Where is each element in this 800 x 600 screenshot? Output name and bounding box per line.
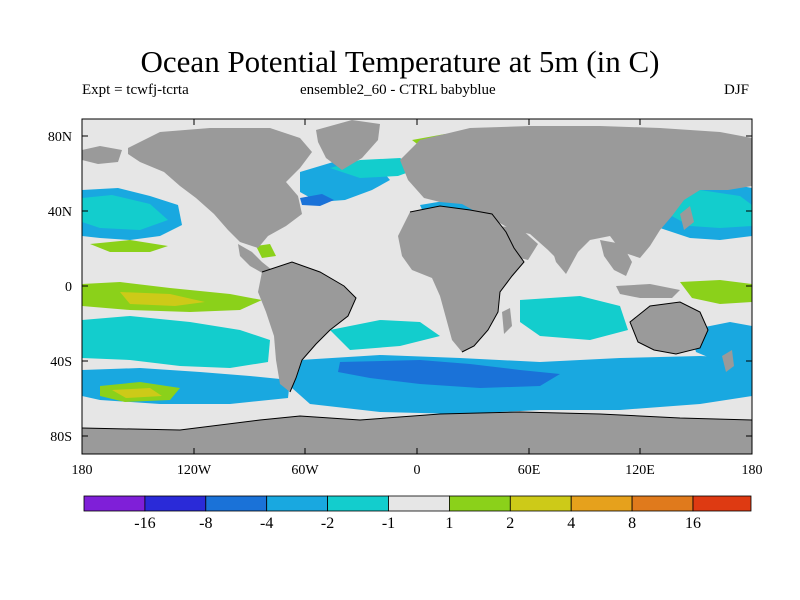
land-india: [548, 236, 578, 274]
anomaly-patches: [82, 158, 752, 414]
colorbar-label: -1: [382, 515, 395, 532]
lon-tick-label: 180: [742, 463, 763, 478]
lat-tick-label: 0: [65, 280, 72, 295]
colorbar-label: 2: [506, 515, 514, 532]
cool-patch-indian-ocean: [520, 296, 628, 340]
colorbar-swatch: [266, 495, 329, 512]
colorbar-label: -8: [199, 515, 212, 532]
colorbar-labels: -16 -8 -4 -2 -1 1 2 4 8 16: [134, 515, 701, 532]
land-new-zealand: [722, 350, 734, 372]
warm-patch-equatorial-pacific-core: [120, 292, 205, 306]
lon-tick-label: 60W: [291, 463, 319, 478]
cool-patch-southern-ocean-dark: [338, 360, 560, 388]
lat-tick-label: 80N: [48, 130, 72, 145]
land-antarctica: [82, 412, 752, 454]
land-eurasia: [400, 126, 752, 262]
colorbar-label: -16: [134, 515, 155, 532]
lon-tick-label: 120W: [177, 463, 212, 478]
lon-tick-labels: 180 120W 60W 0 60E 120E 180: [72, 463, 763, 478]
colorbar-label: -4: [260, 515, 273, 532]
lon-tick-marks: [193, 119, 641, 454]
land-australia: [630, 302, 708, 354]
cool-patch-north-pacific-light: [82, 195, 168, 230]
colorbar-swatch: [83, 495, 146, 512]
lon-tick-label: 180: [72, 463, 93, 478]
colorbar-swatch: [509, 495, 572, 512]
colorbar-swatch: [448, 495, 511, 512]
lat-tick-labels: 80N 40N 0 40S 80S: [48, 130, 72, 445]
colorbar-label: 8: [628, 515, 636, 532]
cool-patch-gulf-stream: [300, 194, 334, 206]
lat-tick-marks: [82, 135, 752, 437]
warm-patch-west-pacific: [680, 280, 752, 304]
cool-patch-south-pacific: [82, 316, 270, 368]
map-panel: [82, 119, 752, 454]
land-japan: [680, 206, 694, 230]
land-north-america: [128, 128, 312, 248]
warm-patch-south-pacific-core: [112, 388, 162, 398]
coastlines: [82, 205, 752, 431]
colorbar-swatch: [205, 495, 268, 512]
lat-tick-label: 80S: [50, 430, 72, 445]
colorbar-swatch: [692, 495, 752, 512]
experiment-label: Expt = tcwfj-tcrta: [82, 82, 189, 98]
colorbar-swatch: [388, 495, 450, 512]
land-arabia: [498, 226, 538, 260]
colorbar-label: -2: [321, 515, 334, 532]
land-madagascar: [502, 308, 512, 334]
colorbar-swatch: [631, 495, 694, 512]
land-greenland: [316, 120, 380, 170]
colorbar: -16 -8 -4 -2 -1 1 2 4 8 16: [83, 495, 752, 532]
lon-tick-label: 60E: [518, 463, 541, 478]
colorbar-label: 1: [445, 515, 453, 532]
lon-tick-label: 120E: [625, 463, 655, 478]
colorbar-swatch: [570, 495, 633, 512]
land-central-america: [238, 244, 272, 274]
land-africa: [398, 206, 524, 352]
lon-tick-label: 0: [414, 463, 421, 478]
colorbar-swatches: [83, 495, 752, 512]
coast-australia: [629, 301, 709, 355]
coast-africa: [409, 205, 525, 353]
coast-antarctica: [82, 411, 752, 431]
cool-patch-south-atlantic: [330, 320, 440, 350]
plot-title: Ocean Potential Temperature at 5m (in C): [140, 44, 660, 79]
colorbar-label: 16: [685, 515, 701, 532]
season-label: DJF: [724, 82, 750, 98]
warm-patch-caribbean: [256, 244, 276, 258]
ensemble-label: ensemble2_60 - CTRL babyblue: [300, 82, 496, 98]
land-indonesia: [616, 284, 680, 298]
colorbar-label: 4: [567, 515, 575, 532]
warm-patch-north-pacific: [90, 240, 168, 252]
land-masses: [82, 120, 752, 454]
colorbar-swatch: [327, 495, 389, 512]
land-south-america: [258, 262, 356, 392]
colorbar-swatch: [144, 495, 207, 512]
land-southeast-asia: [600, 240, 632, 276]
land-alaska-siberia-ne: [82, 146, 122, 164]
warm-patches: [82, 134, 752, 402]
lat-tick-label: 40N: [48, 205, 72, 220]
coast-south-america: [261, 261, 357, 393]
lat-tick-label: 40S: [50, 355, 72, 370]
